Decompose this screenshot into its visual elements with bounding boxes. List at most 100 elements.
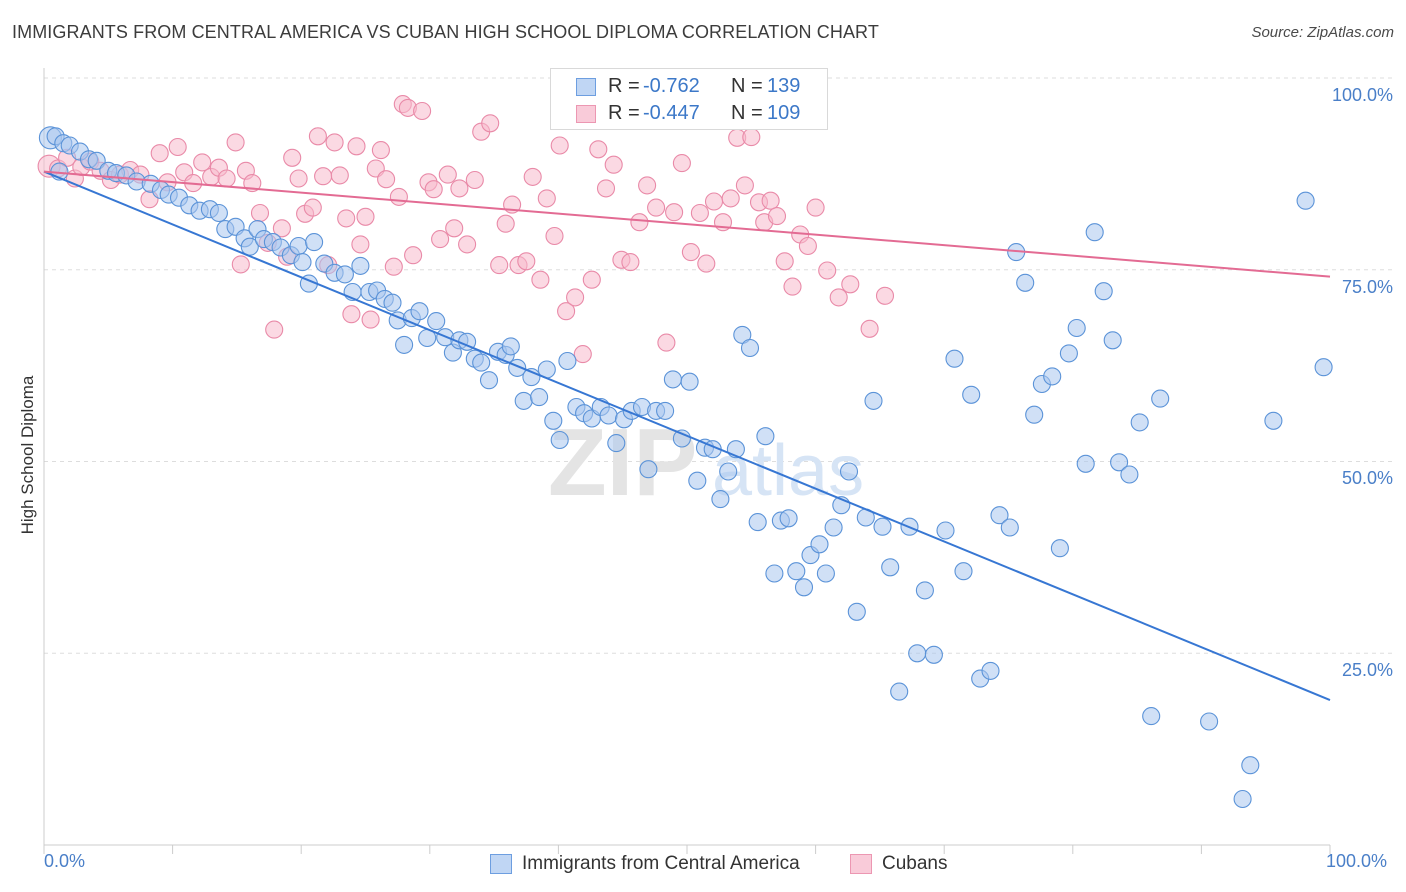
bottom-legend-label: Immigrants from Central America — [522, 853, 800, 874]
cuban-point — [818, 261, 837, 280]
bottom-legend-swatch-blue — [490, 854, 512, 874]
cuban-point — [465, 170, 484, 190]
cuban-point — [657, 333, 676, 352]
stats-legend: R = -0.762 N = 139 R = -0.447 N = 109 — [550, 68, 828, 130]
cuban-point — [829, 288, 848, 307]
cuban-point — [438, 165, 457, 184]
cuban-point — [704, 192, 724, 211]
central-america-point — [1094, 282, 1113, 301]
cuban-point — [672, 154, 691, 173]
cuban-point — [537, 189, 556, 208]
cuban-point — [690, 203, 709, 223]
central-america-point — [1085, 223, 1104, 242]
central-america-point — [740, 338, 760, 358]
cuban-point — [582, 270, 601, 289]
legend-n-value: 109 — [767, 102, 801, 124]
cuban-point — [450, 179, 469, 198]
central-america-point — [501, 337, 520, 356]
cuban-point — [665, 203, 684, 222]
central-america-point — [954, 562, 973, 581]
cuban-point — [841, 275, 860, 294]
central-america-point — [1016, 273, 1035, 292]
bottom-legend-label: Cubans — [882, 853, 948, 874]
cuban-point — [325, 133, 344, 152]
cuban-point — [589, 140, 608, 159]
y-tick-label-50: 50.0% — [1341, 468, 1393, 488]
cuban-point — [638, 176, 657, 195]
cuban-point — [314, 167, 333, 186]
central-america-point — [1103, 331, 1122, 350]
cuban-point — [150, 144, 169, 163]
central-america-point — [810, 535, 829, 554]
central-america-point — [890, 682, 909, 701]
cuban-point — [596, 179, 616, 198]
central-america-point — [945, 349, 964, 368]
cuban-point — [481, 114, 500, 133]
cuban-point — [697, 254, 716, 273]
cuban-point — [860, 319, 879, 338]
cuban-point — [342, 305, 361, 324]
legend-n-label: N = — [731, 75, 763, 97]
cuban-point — [721, 189, 740, 208]
bottom-legend-central-america: Immigrants from Central America — [490, 851, 820, 877]
central-america-point — [1025, 405, 1044, 424]
cuban-point — [308, 127, 327, 146]
legend-r-value: -0.447 — [643, 102, 700, 124]
cuban-point — [361, 310, 380, 329]
cuban-point — [377, 170, 396, 189]
cuban-point — [767, 207, 787, 226]
y-tick-label-75: 75.0% — [1341, 277, 1393, 297]
central-america-point — [839, 462, 859, 481]
central-america-point — [1130, 413, 1149, 432]
x-tick-label-min: 0.0% — [44, 851, 86, 871]
bottom-legend-swatch-pink — [850, 854, 872, 874]
central-america-point — [779, 509, 798, 528]
central-america-point — [864, 391, 883, 410]
bottom-legend-cubans: Cubans — [850, 851, 960, 877]
central-america-point — [1264, 411, 1283, 430]
cuban-point — [330, 166, 349, 185]
trend-lines — [43, 170, 1331, 701]
cuban-point — [490, 256, 509, 275]
central-america-point — [787, 562, 806, 581]
central-america-point — [688, 471, 707, 490]
central-america-point — [305, 233, 324, 252]
cuban-point — [351, 235, 370, 254]
central-america-point — [87, 151, 106, 170]
central-america-point — [1120, 465, 1139, 484]
cuban-point — [371, 141, 390, 160]
cuban-point — [445, 219, 464, 238]
cuban-point — [231, 255, 250, 274]
central-america-point — [1110, 453, 1129, 472]
central-america-point — [530, 388, 549, 407]
central-america-point — [1059, 344, 1078, 363]
cuban-point — [806, 198, 825, 217]
central-america-point — [395, 335, 414, 354]
central-america-point — [756, 427, 775, 446]
central-america-point — [765, 564, 784, 583]
central-america-point — [915, 581, 934, 600]
central-america-point — [748, 513, 767, 532]
central-america-point — [672, 429, 691, 448]
central-america-point — [680, 372, 699, 391]
cuban-point — [647, 198, 666, 217]
cuban-point — [283, 148, 302, 167]
legend-swatch-blue — [576, 78, 596, 96]
central-america-point — [1067, 318, 1086, 338]
cuban-point — [775, 252, 794, 271]
cuban-point — [431, 230, 450, 249]
central-america-point — [719, 462, 738, 481]
central-america-point — [936, 521, 955, 540]
central-america-point — [410, 302, 429, 321]
legend-row-cubans: R = -0.447 N = 109 — [551, 100, 827, 126]
cuban-point — [517, 252, 536, 271]
central-america-point — [427, 312, 446, 331]
legend-n-value: 139 — [767, 75, 801, 97]
cuban-point — [384, 257, 403, 276]
central-america-point — [711, 490, 730, 509]
cuban-point — [356, 207, 375, 226]
cubans-points — [37, 95, 895, 364]
cuban-point — [272, 219, 291, 238]
y-tick-label-25: 25.0% — [1341, 660, 1393, 680]
cuban-point — [168, 137, 187, 157]
